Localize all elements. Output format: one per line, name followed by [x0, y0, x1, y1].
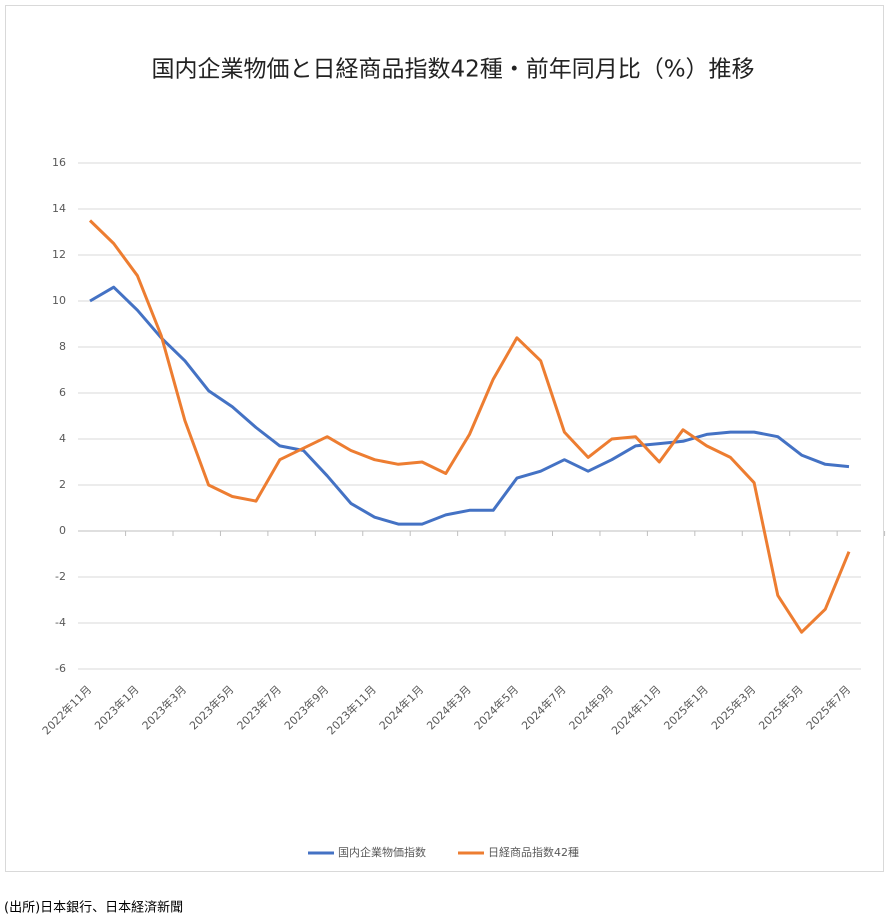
series-line [88, 219, 851, 634]
y-tick-label: 14 [52, 202, 66, 215]
chart-title: 国内企業物価と日経商品指数42種・前年同月比（%）推移 [151, 57, 754, 83]
legend-label: 日経商品指数42種 [488, 845, 579, 859]
y-tick-label: 4 [59, 432, 66, 445]
y-tick-label: -6 [55, 662, 66, 675]
y-tick-label: 16 [52, 156, 66, 169]
y-tick-label: -2 [55, 570, 66, 583]
y-tick-label: 10 [52, 294, 66, 307]
series-line [89, 285, 850, 526]
legend-label: 国内企業物価指数 [338, 845, 426, 859]
y-tick-label: 0 [59, 524, 66, 537]
y-tick-label: 6 [59, 386, 66, 399]
source-note: (出所)日本銀行、日本経済新聞 [4, 900, 183, 916]
y-tick-label: 12 [52, 248, 66, 261]
y-tick-label: -4 [55, 616, 66, 629]
y-tick-label: 8 [59, 340, 66, 353]
y-tick-label: 2 [59, 478, 66, 491]
